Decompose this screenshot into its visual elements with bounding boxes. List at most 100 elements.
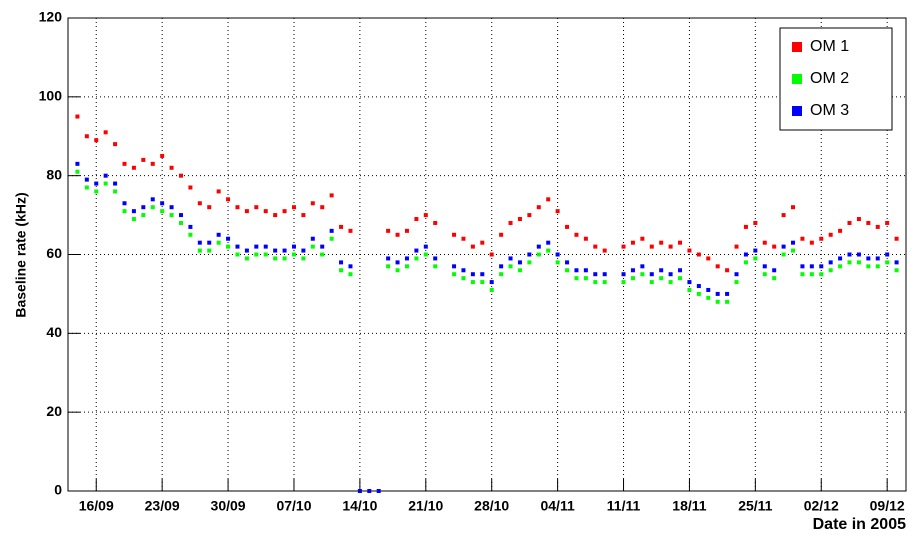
point — [621, 280, 626, 285]
point — [433, 264, 438, 269]
point — [178, 173, 183, 178]
point — [602, 272, 607, 277]
point — [113, 189, 118, 194]
point — [706, 256, 711, 261]
point — [772, 276, 777, 281]
point — [696, 252, 701, 257]
point — [800, 272, 805, 277]
x-tick-label: 28/10 — [474, 498, 509, 514]
point — [348, 272, 353, 277]
point — [527, 252, 532, 257]
point — [838, 228, 843, 233]
point — [414, 248, 419, 253]
point — [103, 173, 108, 178]
point — [310, 244, 315, 249]
point — [216, 232, 221, 237]
x-tick-label: 09/12 — [870, 498, 905, 514]
point — [781, 252, 786, 257]
point — [480, 280, 485, 285]
point — [244, 209, 249, 214]
point — [517, 260, 522, 265]
point — [687, 248, 692, 253]
point — [404, 228, 409, 233]
point — [885, 252, 890, 257]
point — [461, 236, 466, 241]
point — [583, 276, 588, 281]
x-tick-label: 07/10 — [276, 498, 311, 514]
point — [696, 284, 701, 289]
point — [555, 260, 560, 265]
point — [885, 220, 890, 225]
point — [273, 213, 278, 218]
point — [678, 240, 683, 245]
point — [508, 264, 513, 269]
point — [282, 256, 287, 261]
point — [169, 205, 174, 210]
point — [207, 205, 212, 210]
point — [216, 240, 221, 245]
point — [555, 209, 560, 214]
point — [706, 287, 711, 292]
y-tick-label: 100 — [39, 88, 63, 104]
point — [386, 264, 391, 269]
point — [678, 276, 683, 281]
point — [536, 244, 541, 249]
point — [725, 299, 730, 304]
point — [414, 217, 419, 222]
point — [273, 248, 278, 253]
point — [602, 248, 607, 253]
point — [301, 213, 306, 218]
point — [838, 264, 843, 269]
point — [150, 161, 155, 166]
point — [141, 213, 146, 218]
point — [404, 264, 409, 269]
point — [150, 205, 155, 210]
point — [244, 256, 249, 261]
point — [593, 244, 598, 249]
x-axis-title: Date in 2005 — [813, 516, 906, 533]
point — [197, 201, 202, 206]
point — [160, 201, 165, 206]
point — [169, 213, 174, 218]
y-axis-title: Baseline rate (kHz) — [13, 192, 29, 317]
legend-swatch — [792, 106, 802, 116]
point — [602, 280, 607, 285]
y-tick-label: 80 — [46, 166, 62, 182]
point — [122, 209, 127, 214]
point — [565, 260, 570, 265]
point — [160, 153, 165, 158]
point — [885, 260, 890, 265]
point — [565, 268, 570, 273]
legend-label: OM 2 — [810, 70, 849, 87]
point — [630, 268, 635, 273]
point — [329, 228, 334, 233]
y-tick-label: 120 — [39, 9, 63, 25]
x-tick-label: 11/11 — [607, 498, 641, 514]
point — [141, 157, 146, 162]
point — [819, 236, 824, 241]
point — [197, 248, 202, 253]
point — [452, 264, 457, 269]
point — [433, 256, 438, 261]
point — [423, 244, 428, 249]
point — [800, 264, 805, 269]
point — [263, 252, 268, 257]
point — [819, 264, 824, 269]
point — [263, 209, 268, 214]
point — [386, 256, 391, 261]
point — [282, 248, 287, 253]
x-tick-label: 02/12 — [804, 498, 839, 514]
point — [499, 232, 504, 237]
point — [659, 268, 664, 273]
point — [546, 240, 551, 245]
point — [301, 248, 306, 253]
point — [508, 256, 513, 261]
point — [781, 244, 786, 249]
point — [866, 264, 871, 269]
point — [367, 489, 372, 493]
point — [244, 248, 249, 253]
point — [621, 244, 626, 249]
point — [254, 205, 259, 210]
point — [734, 280, 739, 285]
